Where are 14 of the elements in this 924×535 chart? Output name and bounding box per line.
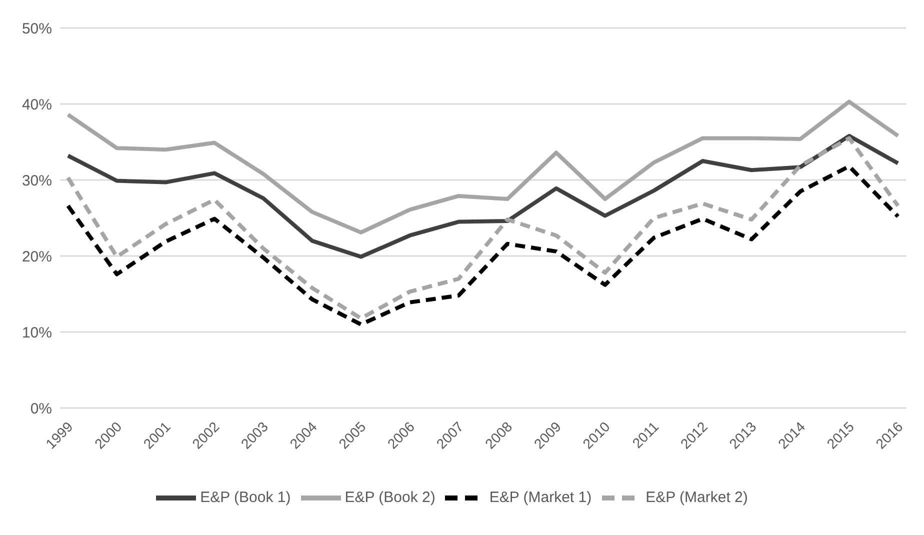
- y-tick-label: 10%: [22, 324, 52, 342]
- line-series: [66, 136, 900, 320]
- y-tick-label: 20%: [22, 248, 52, 266]
- y-tick-label: 40%: [22, 96, 52, 114]
- line-series: [66, 100, 900, 234]
- legend-label: E&P (Book 2): [344, 488, 436, 506]
- y-tick-label: 50%: [22, 20, 52, 38]
- line-series: [66, 164, 900, 326]
- y-tick-label: 0%: [30, 400, 52, 418]
- legend-label: E&P (Book 1): [200, 488, 291, 506]
- y-tick-label: 30%: [22, 172, 52, 190]
- legend-label: E&P (Market 2): [646, 488, 748, 506]
- legend-label: E&P (Market 1): [489, 488, 592, 506]
- line-series: [66, 134, 900, 259]
